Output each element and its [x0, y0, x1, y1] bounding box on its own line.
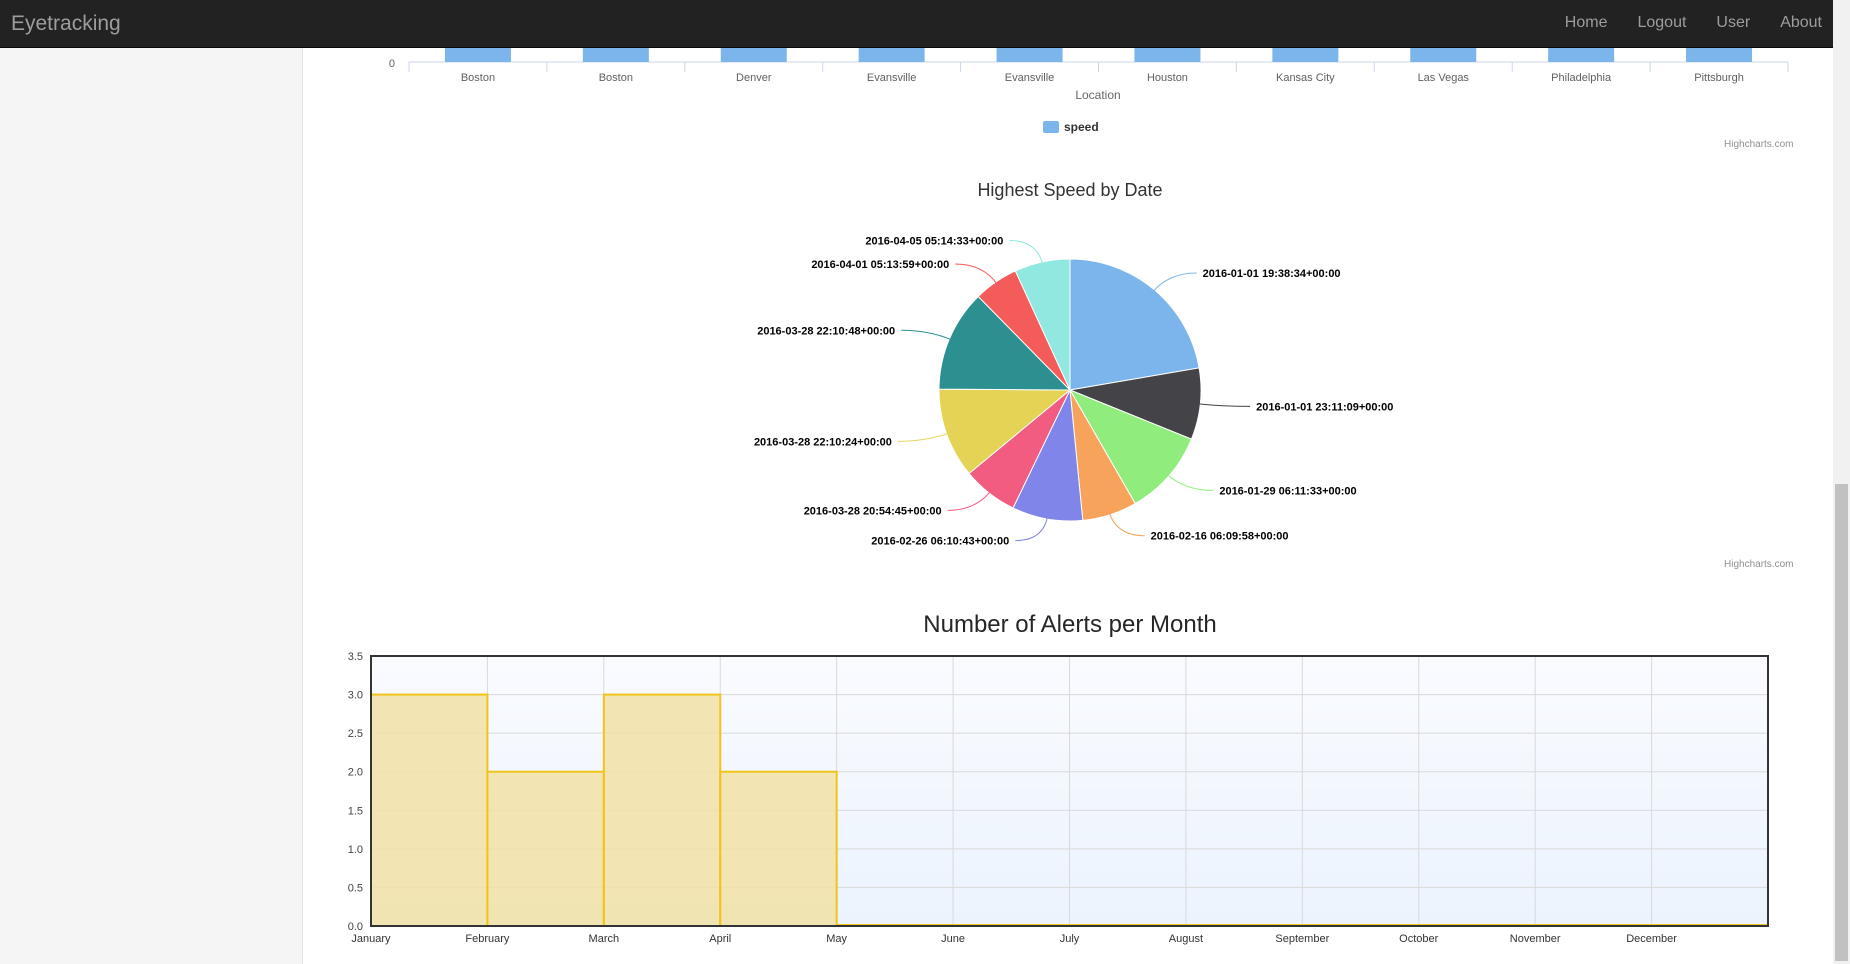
- pie-slice-label: 2016-01-01 19:38:34+00:00: [1203, 268, 1341, 280]
- pie-connector-line: [947, 490, 992, 511]
- x-axis-month-label: August: [1169, 933, 1203, 945]
- speed-by-date-pie-chart: 2016-01-01 19:38:34+00:00 2016-01-01 23:1…: [754, 236, 1393, 548]
- alert-bar[interactable]: [719, 770, 838, 928]
- pie-slice-label: 2016-03-28 20:54:45+00:00: [804, 505, 942, 517]
- highcharts-credit-pie[interactable]: Highcharts.com: [1724, 559, 1794, 570]
- sidebar: [0, 48, 303, 964]
- top-navbar: Eyetracking Home Logout User About: [0, 0, 1833, 48]
- pie-connector-line: [1166, 473, 1214, 492]
- x-axis-title: Location: [1075, 88, 1120, 102]
- x-axis-month-label: September: [1275, 933, 1329, 945]
- bar-speed[interactable]: [858, 48, 925, 62]
- bar-speed[interactable]: [444, 48, 511, 62]
- x-axis-category-label: Kansas City: [1276, 72, 1335, 84]
- x-axis-month-label: October: [1399, 933, 1438, 945]
- pie-slice-label: 2016-02-16 06:09:58+00:00: [1151, 531, 1289, 543]
- pie-connector-line: [1152, 272, 1197, 293]
- x-axis-month-label: January: [351, 933, 391, 945]
- y-axis-tick-label: 0.0: [348, 921, 363, 933]
- pie-slice-label: 2016-04-01 05:13:59+00:00: [811, 259, 949, 271]
- x-axis-month-label: April: [709, 933, 731, 945]
- bar-speed[interactable]: [1686, 48, 1753, 62]
- plot-border: [370, 655, 1769, 927]
- y-axis-tick-label: 1.0: [348, 844, 363, 856]
- x-axis-category-label: Evansville: [867, 72, 917, 84]
- page-scrollbar[interactable]: [1833, 0, 1850, 964]
- x-axis-category-label: Evansville: [1005, 72, 1055, 84]
- pie-connector-line: [1009, 240, 1044, 266]
- x-axis-category-label: Las Vegas: [1418, 72, 1470, 84]
- x-axis-category-label: Philadelphia: [1551, 72, 1612, 84]
- legend-swatch-speed[interactable]: [1043, 121, 1059, 133]
- y-axis-tick-label: 3.5: [348, 651, 363, 663]
- bar-speed[interactable]: [1272, 48, 1339, 62]
- nav-home-link[interactable]: Home: [1564, 14, 1608, 31]
- pie-chart-title: Highest Speed by Date: [977, 180, 1163, 200]
- scrollbar-thumb[interactable]: [1835, 484, 1848, 961]
- x-axis-category-label: Boston: [461, 72, 495, 84]
- y-axis-tick-label: 0: [389, 58, 395, 70]
- nav-about-link[interactable]: About: [1780, 14, 1822, 31]
- location-speed-bar-chart: 0 Boston Boston Denver Evansville Evansville…: [389, 48, 1789, 134]
- bar-speed[interactable]: [996, 48, 1063, 62]
- x-axis-month-label: December: [1626, 933, 1677, 945]
- x-axis-month-label: June: [941, 933, 965, 945]
- pie-connector-line: [897, 432, 950, 442]
- bar-speed[interactable]: [1134, 48, 1201, 62]
- pie-slice-label: 2016-01-29 06:11:33+00:00: [1219, 486, 1356, 498]
- y-axis-tick-label: 3.0: [348, 690, 363, 702]
- pie-connector-line: [1015, 515, 1049, 542]
- brand-link[interactable]: Eyetracking: [11, 12, 121, 35]
- x-axis-month-label: March: [589, 933, 620, 945]
- pie-connector-line: [901, 329, 953, 341]
- bar-speed[interactable]: [1410, 48, 1477, 62]
- alert-bar[interactable]: [370, 693, 489, 928]
- y-axis-tick-label: 2.5: [348, 728, 363, 740]
- x-axis-category-label: Houston: [1147, 72, 1188, 84]
- nav-links: Home Logout User About: [1546, 0, 1833, 47]
- nav-logout-link[interactable]: Logout: [1637, 14, 1687, 31]
- pie-slice[interactable]: [1069, 258, 1200, 391]
- bar-speed[interactable]: [720, 48, 787, 62]
- bar-speed[interactable]: [582, 48, 649, 62]
- bar-speed[interactable]: [1548, 48, 1615, 62]
- nav-user-link[interactable]: User: [1716, 14, 1751, 31]
- pie-slice-label: 2016-01-01 23:11:09+00:00: [1256, 401, 1393, 413]
- pie-connector-line: [1108, 511, 1145, 537]
- x-axis-category-label: Pittsburgh: [1694, 72, 1744, 84]
- y-axis-tick-label: 1.5: [348, 805, 363, 817]
- alerts-chart-title: Number of Alerts per Month: [923, 611, 1217, 638]
- alert-bar[interactable]: [602, 693, 722, 928]
- x-axis-month-label: July: [1060, 933, 1080, 945]
- x-axis-category-label: Boston: [599, 72, 633, 84]
- pie-connector-line: [955, 263, 998, 285]
- alert-bar[interactable]: [486, 770, 605, 928]
- pie-connector-line: [1197, 403, 1251, 407]
- pie-slice-label: 2016-04-05 05:14:33+00:00: [865, 236, 1003, 248]
- x-axis-month-label: May: [826, 933, 847, 945]
- x-axis-category-label: Denver: [736, 72, 772, 84]
- pie-slice-label: 2016-03-28 22:10:24+00:00: [754, 436, 892, 448]
- x-axis-month-label: November: [1510, 933, 1561, 945]
- legend-label-speed[interactable]: speed: [1064, 120, 1099, 134]
- y-axis-tick-label: 2.0: [348, 767, 363, 779]
- alerts-per-month-chart: 0.0 0.5 1.0 1.5 2.0 2.5 3.0 3.5 January February M…: [348, 651, 1769, 945]
- x-axis-month-label: February: [465, 933, 510, 945]
- y-axis-tick-label: 0.5: [348, 882, 363, 894]
- highcharts-credit[interactable]: Highcharts.com: [1724, 139, 1794, 150]
- pie-slice-label: 2016-02-26 06:10:43+00:00: [871, 536, 1009, 548]
- pie-slice-label: 2016-03-28 22:10:48+00:00: [757, 325, 895, 337]
